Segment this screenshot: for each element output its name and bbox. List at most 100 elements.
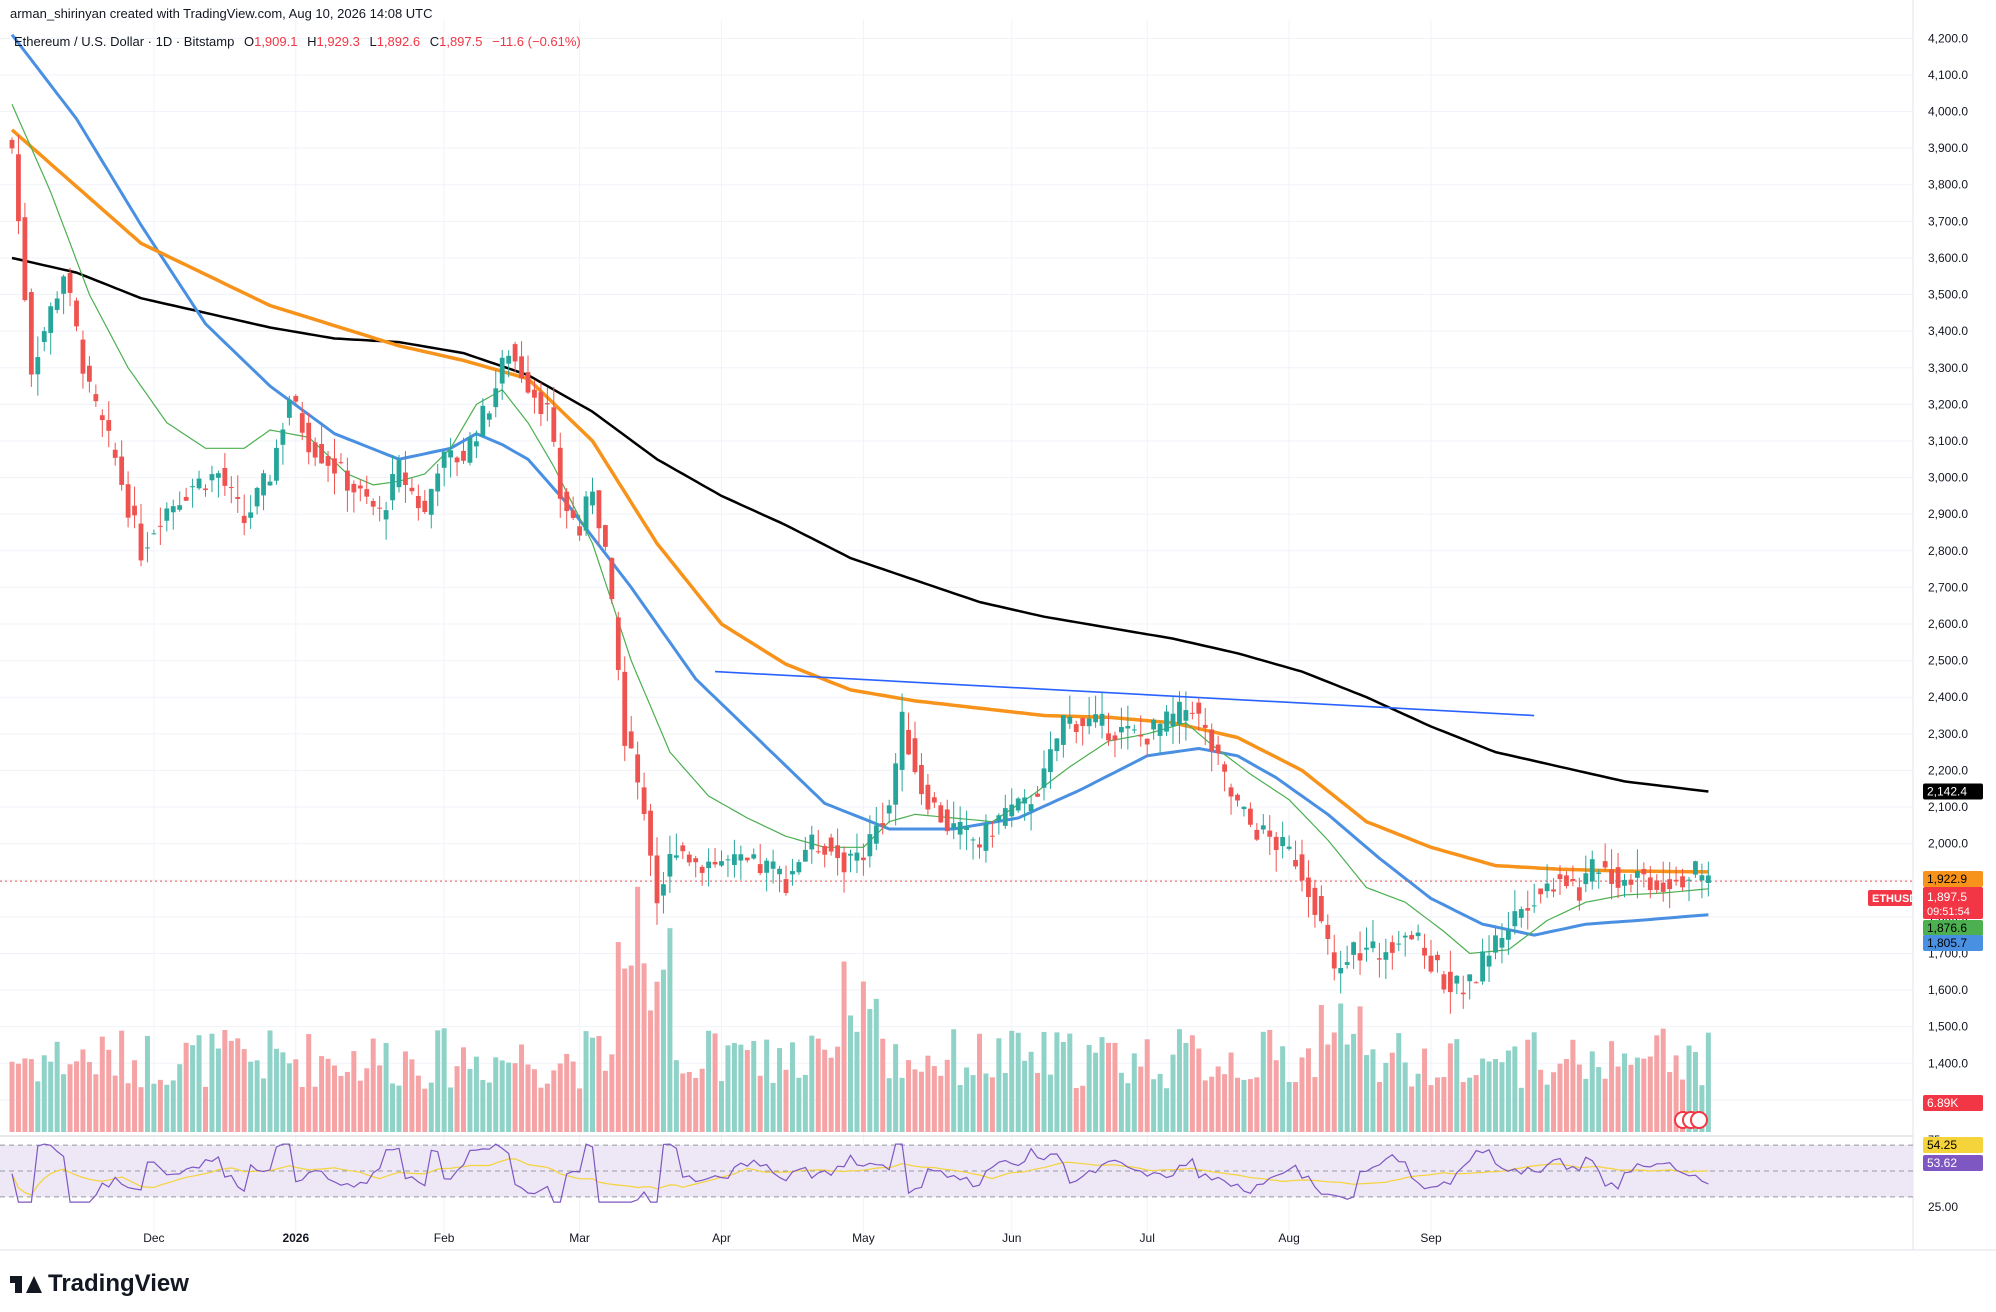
candle-body (1344, 962, 1350, 965)
candle-body (1228, 787, 1234, 797)
volume-bar (906, 1060, 912, 1132)
candle-body (267, 481, 273, 486)
volume-bar (893, 1044, 899, 1132)
candle-body (1628, 879, 1634, 885)
candle-body (1538, 888, 1544, 895)
tradingview-footer[interactable]: TradingView (10, 1270, 189, 1298)
volume-bar (1073, 1087, 1079, 1132)
candle-body (99, 415, 105, 421)
tradingview-brand: TradingView (48, 1270, 189, 1297)
candle-body (196, 478, 202, 489)
volume-bar (1505, 1050, 1511, 1132)
candle-body (1170, 713, 1176, 727)
candle-body (1680, 876, 1685, 888)
volume-bar (1576, 1064, 1582, 1132)
price-axis[interactable]: 4,200.0 4,100.0 4,000.0 3,900.0 3,800.0 3,700… (1928, 31, 1968, 1214)
price-tag-ma-green: 1,876.6 (1927, 921, 1967, 935)
volume-bar (1531, 1032, 1537, 1132)
volume-bar (615, 942, 621, 1132)
volume-bar (1209, 1076, 1215, 1132)
candle-body (893, 763, 899, 805)
candle-body (1673, 879, 1679, 882)
candle-body (422, 500, 428, 512)
candle-body (867, 834, 873, 857)
volume-bar (1331, 1032, 1337, 1132)
volume-bar (248, 1061, 254, 1132)
candle-body (1428, 955, 1434, 972)
volume-bar (1518, 1087, 1524, 1132)
candle-body (383, 510, 389, 520)
volume-bar (486, 1082, 492, 1132)
high-value: 1,929.3 (316, 34, 360, 49)
candle-body (377, 507, 383, 509)
volume-bar (1602, 1078, 1608, 1132)
candle-body (293, 396, 299, 402)
volume-bar (441, 1028, 447, 1132)
candle-body (254, 487, 260, 507)
candle-body (41, 331, 47, 343)
symbol-name[interactable]: Ethereum / U.S. Dollar · 1D · Bitstamp (14, 34, 235, 49)
candle-body (1099, 713, 1105, 726)
candle-body (1531, 905, 1537, 907)
volume-bar (1512, 1046, 1518, 1132)
candle-body (854, 852, 860, 861)
volume-bar (1080, 1085, 1086, 1132)
volume-bar (448, 1087, 454, 1132)
high-label: H (307, 34, 317, 49)
candle-body (1454, 975, 1460, 984)
candle-body (828, 837, 834, 852)
candle-body (1028, 804, 1034, 812)
volume-bar (1467, 1077, 1473, 1132)
volume-bar (1267, 1029, 1273, 1132)
time-axis[interactable]: Dec 2026 Feb Mar Apr May Jun Jul Aug Sep (143, 1231, 1442, 1245)
candle-body (1189, 712, 1195, 714)
volume-bar (402, 1051, 408, 1132)
volume-bar (1389, 1052, 1395, 1132)
candle-body (1144, 738, 1150, 745)
candle-body (338, 462, 344, 464)
volume-bar (1035, 1072, 1041, 1132)
volume-bar (1383, 1062, 1389, 1132)
candle-body (1609, 869, 1614, 884)
candle-body (183, 496, 189, 501)
candle-body (1248, 808, 1253, 825)
candle-body (261, 473, 266, 496)
volume-bar (1028, 1051, 1034, 1132)
candle-body (1073, 724, 1079, 732)
volume-bar (390, 1083, 396, 1132)
candle-body (1086, 718, 1092, 727)
volume-bar (1364, 1055, 1369, 1132)
price-tag-last-bg (1923, 887, 1983, 919)
candle-body (506, 355, 512, 364)
candle-body (667, 853, 673, 877)
volume-bar (1525, 1039, 1531, 1132)
candle-body (790, 871, 795, 875)
candle-body (1364, 947, 1369, 950)
volume-bar (203, 1086, 208, 1132)
volume-bar (370, 1038, 376, 1132)
event-flag-icon (1690, 1111, 1708, 1129)
price-tick-label: 2,200.0 (1928, 763, 1968, 777)
candle-body (557, 447, 563, 499)
candle-body (1435, 954, 1440, 961)
candle-body (499, 357, 505, 384)
candle-body (403, 472, 408, 486)
candle-body (1312, 887, 1318, 915)
candle-body (1396, 943, 1402, 945)
trendline[interactable] (715, 670, 1535, 717)
volume-bar (435, 1030, 441, 1132)
volume-bar (222, 1029, 228, 1132)
rsi-value-tag-bg (1923, 1137, 1983, 1153)
volume-bar (209, 1033, 215, 1132)
volume-bar (1686, 1045, 1692, 1132)
time-tick-label: Feb (434, 1231, 455, 1245)
volume-bar (1628, 1064, 1634, 1132)
candle-body (861, 857, 866, 861)
volume-bar (699, 1068, 705, 1132)
candle-body (119, 456, 125, 485)
volume-bar (841, 961, 847, 1132)
open-value: 1,909.1 (254, 34, 298, 49)
volume-bar (596, 1035, 602, 1132)
candle-body (906, 729, 911, 755)
